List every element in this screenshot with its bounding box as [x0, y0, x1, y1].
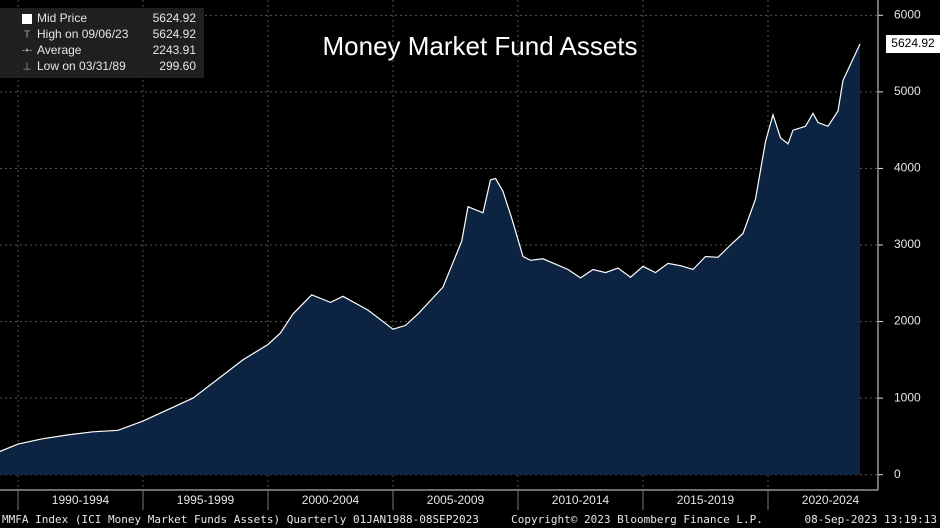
stat-value: 5624.92: [153, 27, 197, 41]
stat-value: 5624.92: [153, 11, 197, 25]
stat-icon: -•-: [22, 46, 32, 57]
x-tick-label: 1995-1999: [177, 493, 235, 507]
area: [0, 44, 860, 475]
last-value-box: [886, 35, 940, 54]
footer-bg: [0, 512, 940, 528]
stat-label: Low on 03/31/89: [37, 59, 126, 73]
footer-right: 08-Sep-2023 13:19:13: [805, 513, 937, 526]
footer-center: Copyright© 2023 Bloomberg Finance L.P.: [511, 513, 763, 526]
x-tick-label: 2015-2019: [677, 493, 735, 507]
x-tick-label: 2010-2014: [552, 493, 610, 507]
y-tick-label: 6000: [894, 7, 921, 21]
legend-swatch: [22, 14, 32, 24]
stat-label: Average: [37, 43, 82, 57]
stat-label: Mid Price: [37, 11, 87, 25]
y-tick-label: 2000: [894, 314, 921, 328]
y-tick-label: 0: [894, 467, 901, 481]
stat-icon: T: [24, 30, 30, 41]
stats-box: [0, 8, 204, 78]
footer-left: MMFA Index (ICI Money Market Funds Asset…: [2, 513, 479, 526]
x-tick-label: 2005-2009: [427, 493, 485, 507]
x-tick-label: 2020-2024: [802, 493, 860, 507]
stat-label: High on 09/06/23: [37, 27, 129, 41]
stat-value: 2243.91: [153, 43, 197, 57]
y-tick-label: 5000: [894, 84, 921, 98]
chart-title: Money Market Fund Assets: [322, 31, 637, 61]
y-tick-label: 3000: [894, 237, 921, 251]
x-tick-label: 1990-1994: [52, 493, 110, 507]
last-value-label: 5624.92: [891, 36, 935, 50]
y-tick-label: 4000: [894, 161, 921, 175]
y-tick-label: 1000: [894, 390, 921, 404]
stat-value: 299.60: [159, 59, 196, 73]
line: [0, 43, 861, 453]
x-tick-label: 2000-2004: [302, 493, 360, 507]
stat-icon: ⊥: [23, 62, 32, 73]
